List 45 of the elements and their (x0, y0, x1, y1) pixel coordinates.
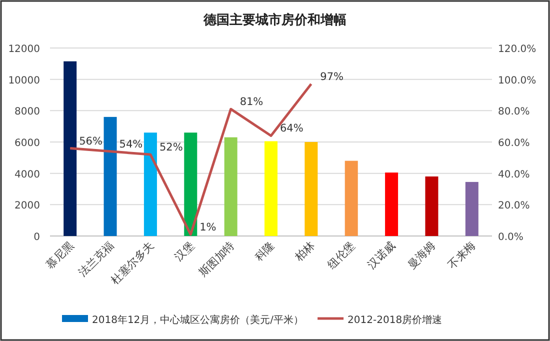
x-tick-label: 不来梅 (446, 238, 478, 272)
data-label: 97% (320, 71, 344, 84)
bar (425, 176, 438, 236)
data-label: 54% (119, 138, 143, 150)
chart-title: 德国主要城市房价和增幅 (202, 12, 346, 28)
bar (184, 132, 198, 236)
bar (264, 141, 278, 236)
x-tick-label: 斯图加特 (196, 238, 237, 280)
y-tick-label: 2000 (14, 200, 40, 212)
bar (385, 172, 398, 236)
bar (144, 132, 157, 236)
y2-tick-label: 120.0% (498, 44, 536, 55)
x-tick-label: 柏林 (292, 238, 318, 264)
y2-tick-label: 80.0% (498, 106, 530, 118)
data-label: 56% (79, 135, 102, 148)
line-series (68, 82, 312, 236)
x-tick-label: 纽伦堡 (324, 238, 358, 272)
bar (224, 137, 238, 236)
y-tick-label: 4000 (14, 169, 40, 180)
data-label: 64% (280, 122, 304, 135)
x-tick-label: 慕尼黑 (44, 238, 76, 272)
data-label: 81% (240, 96, 264, 108)
bar (104, 116, 117, 236)
legend-label: 2012-2018房价增速 (348, 314, 442, 326)
y-tick-label: 8000 (14, 106, 40, 118)
x-tick-label: 曼海姆 (405, 238, 438, 272)
y-tick-label: 0 (34, 232, 40, 243)
bar (304, 142, 318, 236)
bar (344, 160, 358, 236)
data-label: 52% (159, 142, 183, 154)
y-tick-label: 12000 (8, 44, 40, 55)
bar (64, 61, 77, 236)
y2-tick-label: 0.0% (498, 232, 524, 243)
y2-tick-label: 60.0% (498, 138, 530, 149)
x-tick-label: 科隆 (252, 238, 278, 264)
y2-tick-label: 40.0% (498, 169, 530, 180)
y2-tick-label: 20.0% (498, 200, 530, 212)
legend-label: 2018年12月，中心城区公寓房价（美元/平米） (92, 314, 304, 326)
y-tick-label: 10000 (8, 75, 40, 86)
y-tick-label: 6000 (14, 138, 40, 149)
x-tick-label: 汉诺威 (365, 238, 398, 272)
y2-tick-label: 100.0% (498, 75, 536, 86)
x-tick-label: 汉堡 (172, 238, 197, 264)
bar (465, 182, 478, 236)
data-label: 1% (200, 221, 216, 234)
